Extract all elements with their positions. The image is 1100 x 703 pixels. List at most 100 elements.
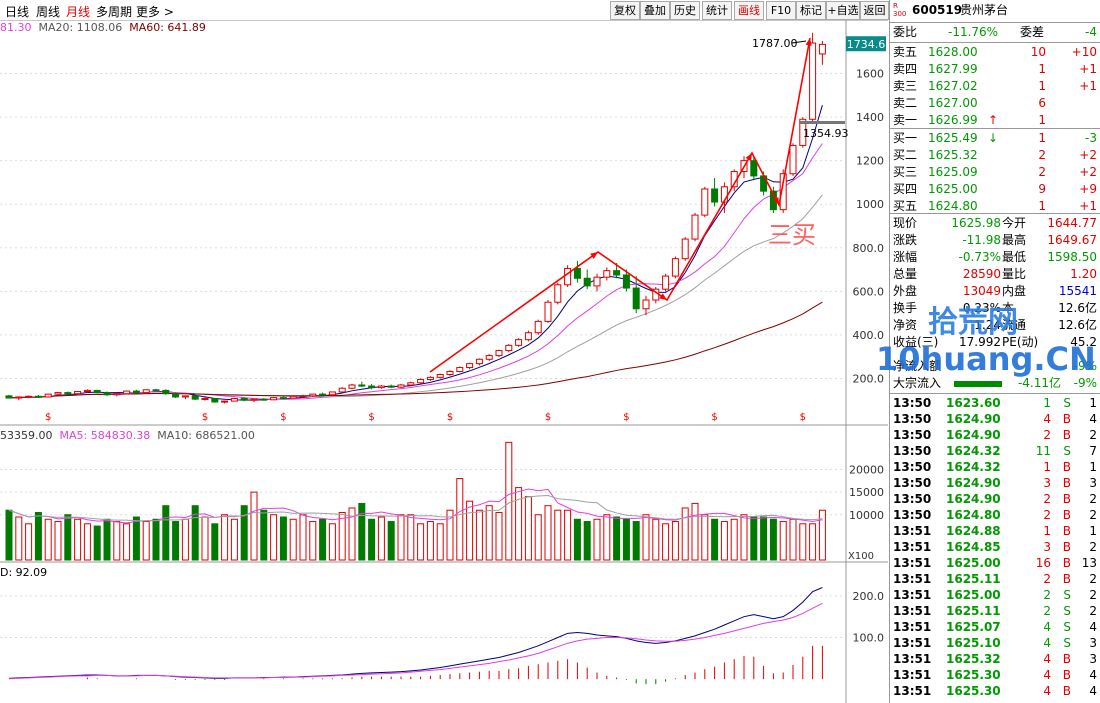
- tick-count: 4: [1089, 412, 1097, 426]
- period-weekly[interactable]: 周线: [36, 5, 61, 19]
- candle-body: [142, 389, 150, 394]
- dividend-mark: $: [368, 412, 374, 423]
- volume-bar: [475, 509, 483, 561]
- mark-button[interactable]: 标记: [796, 1, 826, 20]
- tick-count: 4: [1089, 684, 1097, 698]
- bid-label: 买五: [893, 199, 918, 213]
- tick-time: 13:50: [893, 412, 932, 426]
- volume-legend: 53359.00 MA5: 584830.38 MA10: 686521.00: [0, 429, 255, 442]
- panel-divider: [890, 22, 1100, 23]
- adjust-button[interactable]: 复权: [610, 1, 640, 20]
- quote-row: 涨跌 -11.98 最高 1649.67: [890, 232, 1100, 249]
- quote-value2: 12.6亿: [1058, 318, 1097, 332]
- candle-body: [260, 398, 268, 401]
- history-button[interactable]: 历史: [670, 1, 700, 20]
- volume-bar: [632, 521, 640, 561]
- volume-bar: [730, 518, 738, 561]
- f10-button[interactable]: F10: [766, 1, 796, 20]
- volume-ma10-value: MA10: 686521.00: [157, 429, 255, 442]
- quote-label: 净资: [893, 318, 918, 332]
- tick-price: 1624.80: [946, 508, 1001, 522]
- candle-body: [750, 160, 758, 177]
- quote-label2: 最低: [1002, 250, 1027, 264]
- flow-label: 大宗流入: [893, 376, 942, 390]
- quote-value2: 45.2: [1070, 335, 1097, 349]
- back-button[interactable]: 返回: [860, 1, 889, 20]
- kline-chart[interactable]: 1600 1400 1200 1000 800.0 600.0 400.0 200.0 1734…: [0, 0, 888, 703]
- price-tick-label: 200.0: [853, 372, 885, 385]
- add-watchlist-button[interactable]: +自选: [826, 1, 860, 20]
- candle-body: [564, 267, 572, 286]
- tick-row: 13:50 1623.60 1 S 1: [890, 395, 1100, 412]
- candle-body: [426, 376, 434, 381]
- candle-body: [622, 274, 630, 289]
- quote-label: 涨跌: [893, 233, 918, 247]
- tick-row: 13:51 1625.30 4 B 4: [890, 667, 1100, 684]
- candle-body: [74, 391, 82, 395]
- dividend-mark: $: [800, 412, 806, 423]
- bid-volume: 2: [1038, 148, 1046, 162]
- tick-price: 1625.10: [946, 636, 1001, 650]
- ma20-value: MA20: 1108.06: [38, 21, 123, 34]
- dividend-mark: $: [280, 412, 286, 423]
- high-price-label: 1787.00: [752, 37, 798, 50]
- tick-time: 13:51: [893, 556, 932, 570]
- tick-side: S: [1063, 588, 1071, 602]
- volume-bar: [348, 507, 356, 561]
- tick-volume: 16: [1035, 556, 1051, 570]
- bid-price: 1625.09: [928, 165, 978, 179]
- volume-bar: [446, 509, 454, 561]
- candle-body: [211, 397, 219, 403]
- candle-body: [711, 188, 719, 203]
- volume-bar: [123, 523, 131, 561]
- bid-arrow: ↓: [988, 131, 999, 145]
- bid-volume: 1: [1038, 131, 1046, 145]
- bid-level-1: 买一 1625.49 ↓ 1 -3: [890, 130, 1100, 147]
- tick-row: 13:50 1624.32 11 S 7: [890, 443, 1100, 460]
- stats-button[interactable]: 统计: [702, 1, 732, 20]
- volume-bar: [485, 505, 493, 561]
- candle-body: [377, 385, 385, 389]
- period-monthly[interactable]: 月线: [66, 5, 91, 19]
- quote-value2: 15541: [1058, 284, 1097, 298]
- volume-bar: [426, 521, 434, 561]
- candle-body: [162, 389, 170, 395]
- low-price-label: 1354.93: [803, 127, 849, 140]
- volume-bar: [573, 518, 581, 561]
- candle-body: [544, 301, 552, 322]
- tick-volume: 4: [1043, 652, 1051, 666]
- weidiff-label: 委差: [1020, 25, 1045, 39]
- tick-volume: 1: [1043, 396, 1051, 410]
- candle-body: [613, 270, 621, 276]
- tick-count: 3: [1089, 652, 1097, 666]
- tick-side: S: [1063, 620, 1071, 634]
- period-daily[interactable]: 日线: [5, 5, 30, 19]
- tick-volume: 2: [1043, 588, 1051, 602]
- tick-count: 7: [1089, 444, 1097, 458]
- volume-bar: [662, 523, 670, 561]
- volume-bar: [221, 514, 229, 561]
- tick-count: 2: [1089, 428, 1097, 442]
- tick-price: 1625.07: [946, 620, 1001, 634]
- tick-time: 13:51: [893, 652, 932, 666]
- candle-body: [495, 350, 503, 357]
- tick-price: 1625.30: [946, 668, 1001, 682]
- period-multi[interactable]: 多周期: [96, 5, 133, 19]
- tick-count: 2: [1089, 604, 1097, 618]
- candle-body: [279, 397, 287, 400]
- candle-body: [691, 214, 699, 240]
- volume-bar: [515, 487, 523, 561]
- quote-label2: 流通: [1002, 318, 1027, 332]
- draw-line-button[interactable]: 画线: [734, 1, 764, 20]
- current-price-label: 1734.6: [847, 38, 886, 51]
- overlay-button[interactable]: 叠加: [640, 1, 670, 20]
- period-more[interactable]: 更多 >: [136, 5, 174, 19]
- quote-row: 涨幅 -0.73% 最低 1598.50: [890, 249, 1100, 266]
- quote-row: 外盘 13049 内盘 15541: [890, 283, 1100, 300]
- tick-time: 13:51: [893, 684, 932, 698]
- volume-bar: [368, 518, 376, 561]
- tick-count: 13: [1081, 556, 1097, 570]
- volume-bar: [417, 523, 425, 561]
- bid-change: +9: [1079, 182, 1097, 196]
- panel-divider: [890, 128, 1100, 129]
